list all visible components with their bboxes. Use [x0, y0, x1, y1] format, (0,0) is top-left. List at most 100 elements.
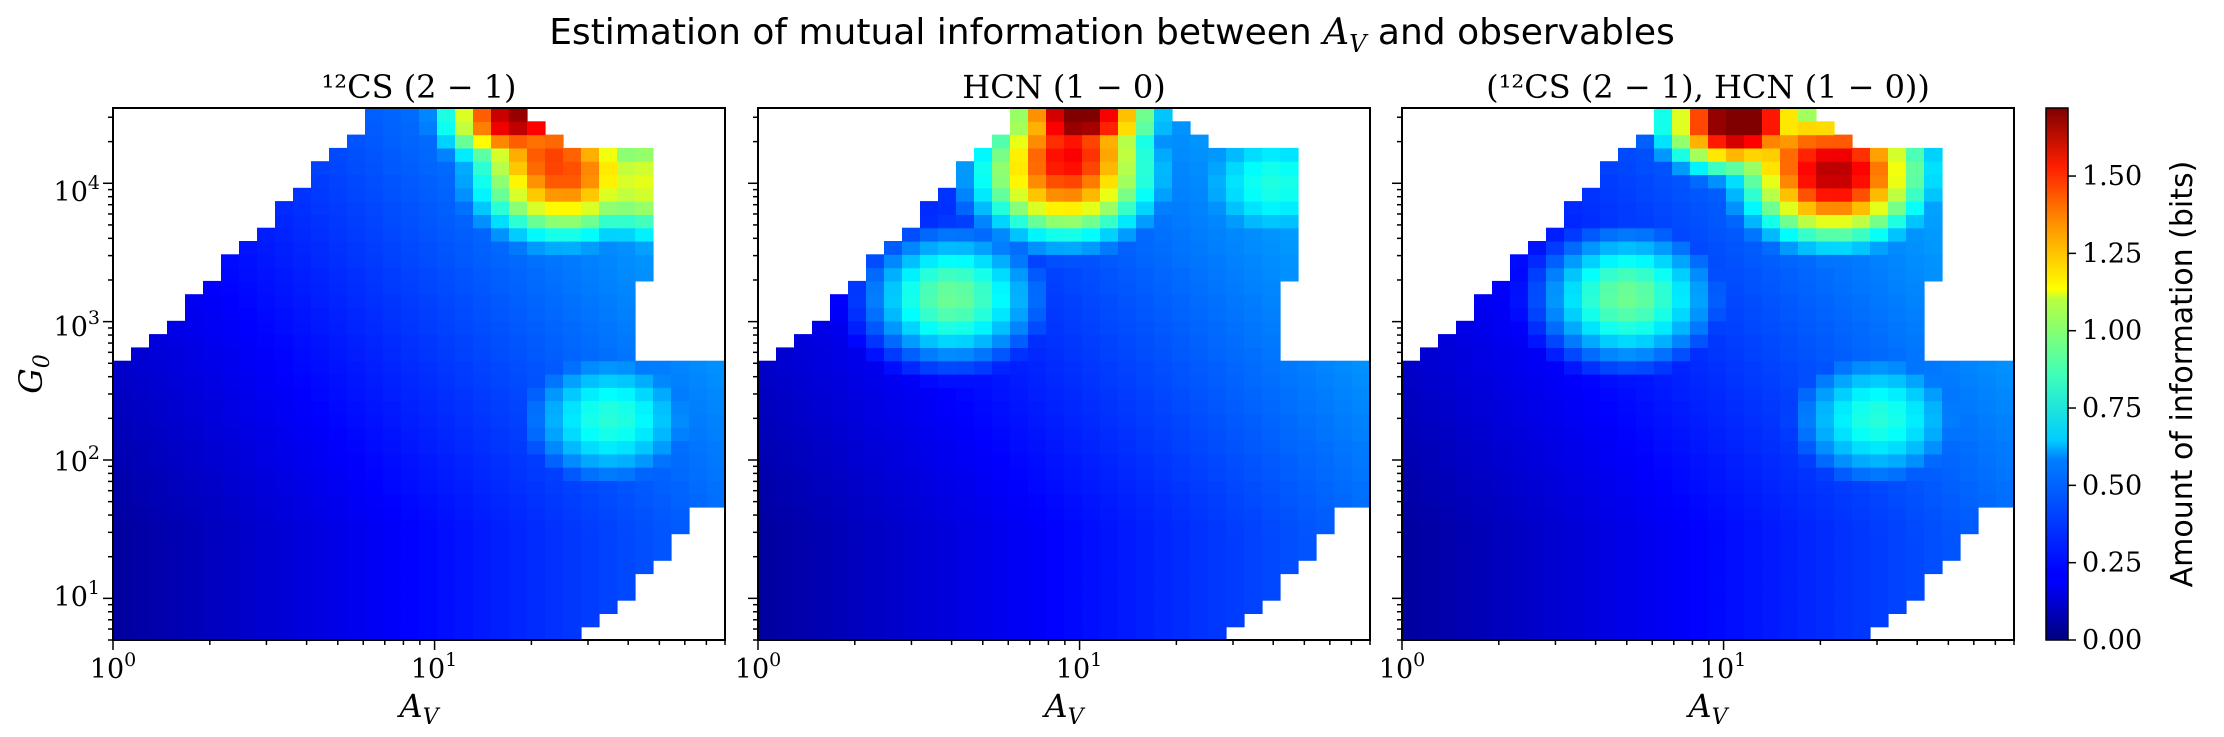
heatmap-cell — [1082, 360, 1101, 375]
heatmap-cell — [1100, 374, 1119, 388]
heatmap-cell — [1010, 347, 1029, 362]
heatmap-cell — [527, 493, 546, 508]
heatmap-cell — [1262, 227, 1281, 242]
heatmap-cell — [383, 294, 402, 309]
heatmap-cell — [1672, 387, 1691, 402]
heatmap-cell — [1726, 267, 1745, 282]
heatmap-cell — [1010, 334, 1029, 348]
heatmap-cell — [1834, 227, 1853, 242]
heatmap-cell — [1762, 440, 1781, 455]
heatmap-cell — [1798, 360, 1817, 375]
heatmap-cell — [974, 480, 993, 495]
heatmap-cell — [1852, 241, 1871, 255]
heatmap-cell — [635, 546, 654, 561]
heatmap-cell — [1474, 334, 1493, 348]
heatmap-cell — [329, 360, 348, 375]
heatmap-cell — [455, 241, 474, 255]
heatmap-cell — [311, 520, 330, 535]
heatmap-cell — [1762, 453, 1781, 468]
heatmap-cell — [1726, 600, 1745, 614]
heatmap-cell — [419, 227, 438, 242]
heatmap-cell — [365, 201, 384, 215]
heatmap-cell — [992, 600, 1011, 614]
heatmap-cell — [527, 440, 546, 455]
heatmap-cell — [1762, 161, 1781, 176]
heatmap-cell — [599, 600, 618, 614]
heatmap-cell — [866, 254, 885, 269]
heatmap-cell — [401, 187, 420, 202]
heatmap-cell — [1690, 201, 1709, 215]
heatmap-cell — [437, 546, 456, 561]
heatmap-cell — [473, 480, 492, 495]
heatmap-cell — [383, 453, 402, 468]
heatmap-cell — [383, 413, 402, 428]
heatmap-cell — [401, 254, 420, 269]
heatmap-cell — [1420, 480, 1439, 495]
heatmap-cell — [257, 360, 276, 375]
heatmap-cell — [1028, 214, 1047, 229]
heatmap-cell — [311, 280, 330, 295]
heatmap-cell — [617, 294, 636, 309]
heatmap-cell — [1420, 400, 1439, 415]
heatmap-cell — [902, 360, 921, 375]
heatmap-cell — [1546, 546, 1565, 561]
heatmap-cell — [437, 187, 456, 202]
heatmap-cell — [203, 546, 222, 561]
heatmap-cell — [1118, 613, 1137, 628]
heatmap-cell — [419, 586, 438, 601]
heatmap-cell — [581, 480, 600, 495]
heatmap-cell — [563, 161, 582, 176]
heatmap-cell — [1136, 121, 1155, 136]
heatmap-cell — [1762, 520, 1781, 535]
heatmap-cell — [347, 480, 366, 495]
heatmap-cell — [1654, 134, 1673, 149]
heatmap-cell — [884, 600, 903, 614]
heatmap-cell — [491, 187, 510, 202]
heatmap-cell — [920, 586, 939, 601]
heatmap-cell — [1154, 467, 1173, 481]
heatmap-cell — [776, 427, 795, 442]
heatmap-cell — [1798, 280, 1817, 295]
heatmap-cell — [527, 546, 546, 561]
heatmap-cell — [776, 400, 795, 415]
heatmap-cell — [812, 520, 831, 535]
heatmap-cell — [1690, 280, 1709, 295]
heatmap-cell — [1136, 294, 1155, 309]
heatmap-cell — [563, 254, 582, 269]
heatmap-cell — [653, 413, 672, 428]
heatmap-cell — [257, 533, 276, 548]
heatmap-cell — [1834, 493, 1853, 508]
heatmap-cell — [131, 453, 150, 468]
heatmap-cell — [167, 546, 186, 561]
heatmap-cell — [1082, 613, 1101, 628]
heatmap-cell — [707, 440, 726, 455]
heatmap-cell — [1262, 147, 1281, 162]
heatmap-cell — [1510, 400, 1529, 415]
heatmap-cell — [509, 387, 528, 402]
heatmap-cell — [419, 360, 438, 375]
x-tick-label: 101 — [1056, 649, 1102, 685]
heatmap-cell — [599, 520, 618, 535]
heatmap-cell — [401, 108, 420, 122]
heatmap-cell — [527, 573, 546, 588]
heatmap-cell — [617, 187, 636, 202]
colorbar-gradient — [2046, 108, 2068, 640]
heatmap-cell — [758, 360, 777, 375]
heatmap-cell — [956, 227, 975, 242]
heatmap-cell — [776, 360, 795, 375]
heatmap-cell — [1010, 147, 1029, 162]
heatmap-cell — [401, 147, 420, 162]
heatmap-cell — [1154, 560, 1173, 575]
heatmap-cell — [131, 520, 150, 535]
heatmap-cell — [1064, 134, 1083, 149]
heatmap-cell — [1636, 440, 1655, 455]
heatmap-cell — [1316, 360, 1335, 375]
heatmap-cell — [884, 533, 903, 548]
heatmap-cell — [221, 413, 240, 428]
heatmap-cell — [419, 493, 438, 508]
heatmap-cell — [902, 241, 921, 255]
heatmap-cell — [473, 254, 492, 269]
heatmap-cell — [812, 400, 831, 415]
heatmap-cell — [1744, 613, 1763, 628]
heatmap-cell — [1618, 480, 1637, 495]
